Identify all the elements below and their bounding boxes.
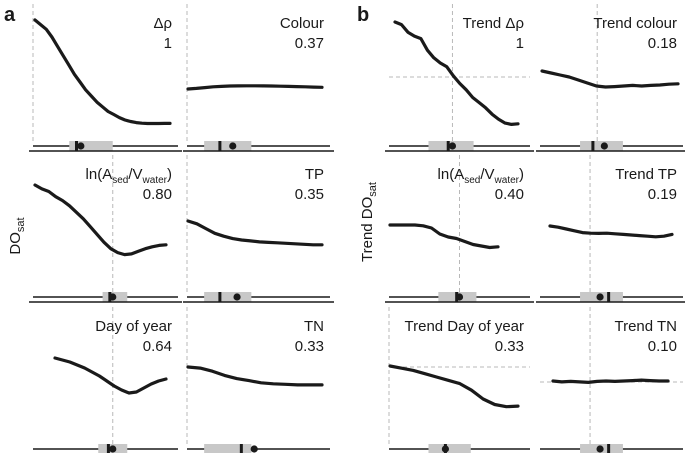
subplot-title: Trend Day of year — [405, 318, 525, 335]
mean-dot — [596, 293, 604, 301]
median-mark — [446, 141, 450, 151]
subplot-importance-value: 0.35 — [295, 186, 324, 203]
subplot-a1: Δρ 1 — [29, 4, 182, 152]
subplot-b1: Trend Δρ 1 — [385, 4, 534, 152]
subplot-a5: Day of year 0.64 — [33, 307, 178, 453]
title-part: /V — [480, 166, 494, 183]
median-mark — [591, 141, 595, 151]
panel-label-b: b — [357, 4, 369, 26]
mean-dot — [233, 293, 241, 301]
subplot-b5: Trend Day of year 0.33 — [388, 307, 530, 453]
partial-dependence-curve — [53, 356, 168, 395]
subplot-importance-value: 0.33 — [495, 338, 524, 355]
median-mark — [239, 444, 243, 453]
subplot-title: Trend Δρ — [463, 15, 524, 32]
subplot-b3: ln(Ased/Vwater)0.40 — [385, 155, 534, 303]
subplot-importance-value: 0.18 — [648, 35, 677, 52]
partial-dependence-curve — [388, 364, 520, 409]
mean-dot — [448, 142, 457, 150]
mean-dot — [109, 293, 117, 301]
median-mark — [218, 292, 222, 302]
subplot-importance-value: 0.10 — [648, 338, 677, 355]
subplot-importance-value: 0.80 — [143, 186, 172, 203]
title-part: /V — [128, 166, 142, 183]
subplot-title: Trend TN — [614, 318, 677, 335]
partial-dependence-curve — [33, 183, 168, 257]
subplot-title: Trend colour — [593, 15, 677, 32]
partial-dependence-curve — [186, 219, 324, 247]
title-subscript: sed — [464, 175, 480, 186]
subplot-importance-value: 0.40 — [495, 186, 524, 203]
title-part: ln(A — [86, 166, 113, 183]
subplot-b4: Trend TP 0.19 — [536, 155, 685, 303]
subplot-a3: ln(Ased/Vwater)0.80 — [29, 155, 182, 303]
iqr-box — [428, 444, 471, 453]
partial-dependence-curve — [393, 20, 520, 127]
partial-dependence-curve — [186, 365, 324, 387]
subplot-title: ln(Ased/Vwater) — [86, 166, 172, 186]
y-axis-label-a: DOsat — [7, 217, 27, 254]
subplot-importance-value: 0.37 — [295, 35, 324, 52]
subplot-importance-value: 1 — [164, 35, 172, 52]
subplot-title: Trend TP — [615, 166, 677, 183]
mean-dot — [250, 445, 258, 453]
partial-dependence-curve — [548, 224, 674, 239]
subplot-a4: TP 0.35 — [183, 155, 334, 303]
title-subscript: water — [142, 175, 168, 186]
median-mark — [607, 444, 611, 453]
subplot-title: Colour — [280, 15, 324, 32]
y-axis-label-sub: sat — [367, 182, 379, 197]
median-mark — [106, 444, 110, 453]
subplot-importance-value: 1 — [516, 35, 524, 52]
subplot-a6: TN 0.33 — [186, 307, 330, 453]
subplot-b2: Trend colour 0.18 — [536, 4, 685, 152]
iqr-box — [204, 444, 252, 453]
mean-dot — [455, 293, 464, 301]
mean-dot — [109, 445, 117, 453]
y-axis-label-main: Trend DO — [359, 197, 376, 262]
median-mark — [218, 141, 222, 151]
title-part: ln(A — [438, 166, 465, 183]
y-axis-label-b: Trend DOsat — [359, 182, 379, 262]
subplot-importance-value: 0.19 — [648, 186, 677, 203]
partial-dependence-curve — [33, 18, 172, 126]
subplot-title: TN — [304, 318, 324, 335]
iqr-box — [204, 141, 252, 151]
mean-dot — [77, 142, 85, 150]
subplot-title: Δρ — [153, 15, 172, 32]
partial-dependence-curve — [388, 223, 500, 250]
mean-dot — [596, 445, 604, 453]
subplot-importance-value: 0.33 — [295, 338, 324, 355]
partial-dependence-curve — [540, 69, 680, 89]
subplot-a2: Colour 0.37 — [183, 4, 334, 152]
mean-dot — [600, 142, 608, 150]
median-mark — [75, 141, 78, 151]
panel-label-a: a — [4, 4, 16, 26]
subplot-importance-value: 0.64 — [143, 338, 172, 355]
subplot-title: Day of year — [95, 318, 172, 335]
y-axis-label-main: DO — [7, 232, 24, 255]
subplot-b6: Trend TN 0.10 — [540, 307, 683, 453]
iqr-box — [204, 292, 252, 302]
median-mark — [607, 292, 611, 302]
y-axis-label-sub: sat — [15, 217, 27, 232]
subplot-title: TP — [305, 166, 324, 183]
partial-dependence-curve — [551, 378, 670, 384]
title-subscript: water — [494, 175, 520, 186]
title-part: ) — [167, 166, 172, 183]
subplot-title: ln(Ased/Vwater) — [438, 166, 524, 186]
partial-dependence-curve — [186, 84, 324, 91]
title-part: ) — [519, 166, 524, 183]
title-subscript: sed — [112, 175, 128, 186]
mean-dot — [441, 445, 449, 453]
iqr-box — [69, 141, 113, 151]
mean-dot — [229, 142, 237, 150]
